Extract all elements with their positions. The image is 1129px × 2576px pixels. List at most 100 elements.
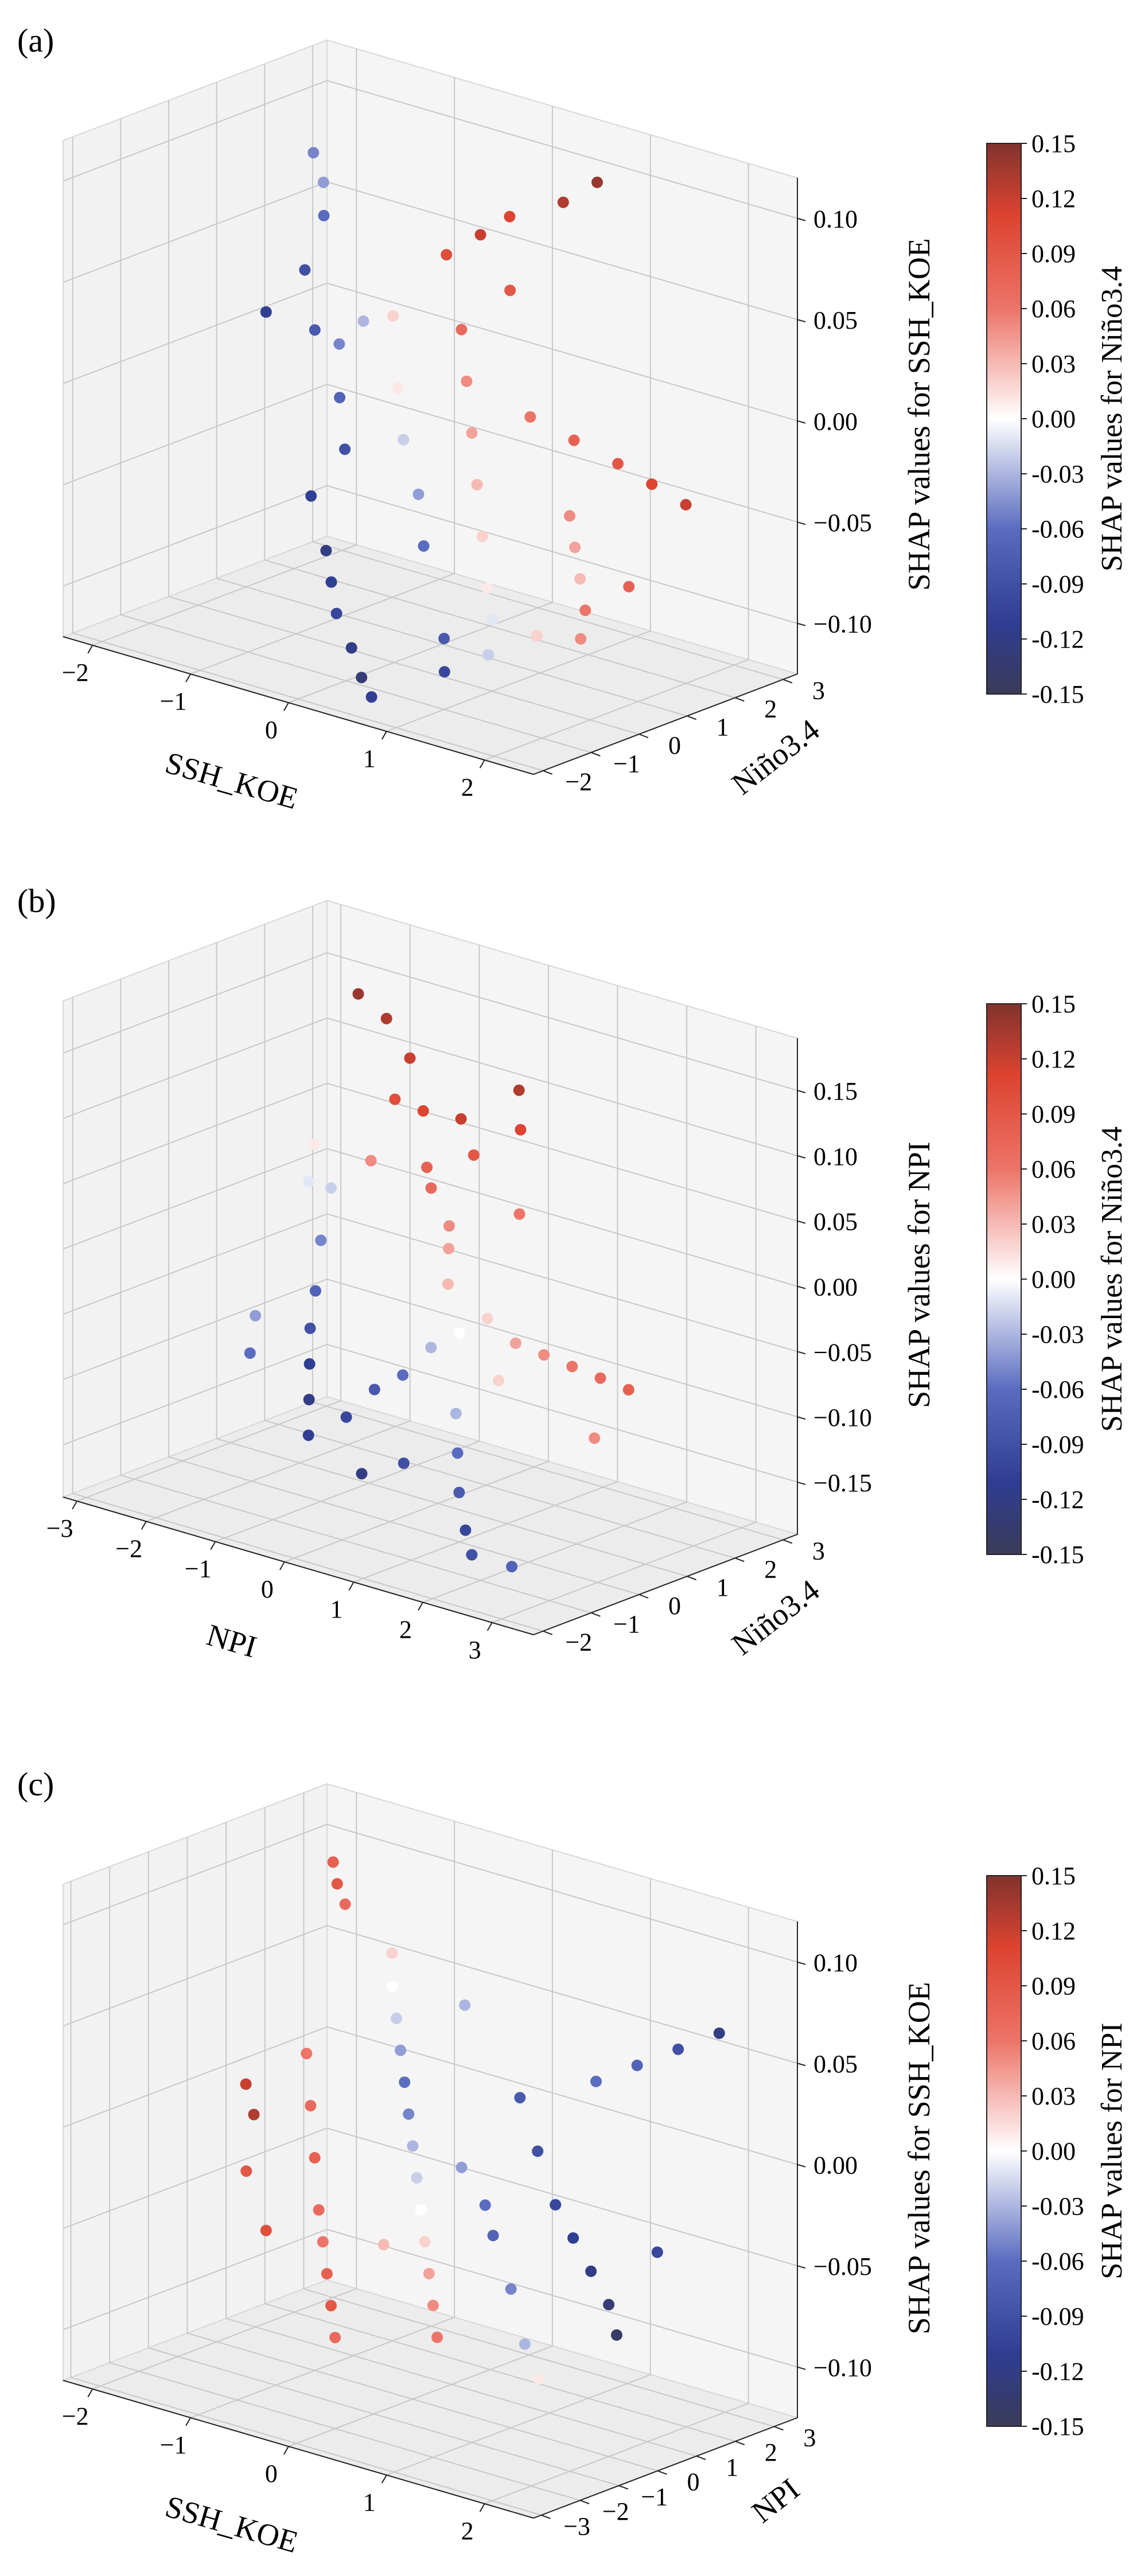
scatter-point [399, 2076, 411, 2088]
z-gridline [63, 2127, 798, 2267]
scatter-point [303, 1176, 315, 1187]
colorbar-tick-label: -0.06 [1031, 2247, 1084, 2275]
x-axis-label: SSH_KOE [162, 2489, 302, 2559]
x-tick-label: −2 [62, 658, 89, 687]
x-gridline [146, 925, 411, 1522]
scatter-point [481, 1312, 493, 1324]
z-tick-mark [797, 1155, 806, 1159]
scatter-point [506, 1561, 518, 1573]
x-tick-label: 1 [363, 2488, 376, 2516]
colorbar-tick-label: -0.15 [1031, 680, 1084, 708]
y-tick-label: −1 [613, 1610, 640, 1638]
y-tick-mark [734, 697, 745, 702]
scatter-point [392, 382, 404, 394]
scatter-point [450, 1408, 462, 1420]
colorbar-label: SHAP values for Niño3.4 [1096, 266, 1128, 572]
z-gridline [63, 80, 798, 219]
scatter-point [591, 176, 603, 188]
y-tick-label: −2 [565, 1628, 592, 1657]
y-tick-mark [735, 2441, 745, 2446]
x-tick-label: 3 [469, 1636, 481, 1664]
x-tick-label: 2 [461, 773, 474, 801]
z-gridline [63, 2228, 798, 2368]
x-tick-mark [479, 759, 485, 769]
scatter-point [318, 209, 330, 221]
y-gridline [264, 1807, 736, 2442]
scatter-point [389, 1093, 401, 1105]
panel-label: (a) [17, 22, 54, 59]
z-tick-label: 0.05 [813, 306, 858, 334]
colorbar-tick-label: 0.00 [1031, 2137, 1076, 2165]
scatter-point [398, 1457, 410, 1469]
z-gridline [63, 485, 798, 624]
scatter-point [308, 1138, 320, 1150]
scatter-point [568, 434, 580, 446]
x-tick-mark [479, 2503, 485, 2512]
z-tick-mark [797, 217, 806, 221]
colorbar-tick-label: 0.00 [1031, 1265, 1076, 1293]
scatter-point [357, 315, 369, 327]
colorbar-label: SHAP values for NPI [1096, 2022, 1128, 2279]
z-tick-label: −0.10 [813, 2354, 872, 2382]
scatter-point [585, 2265, 597, 2277]
scatter-point [339, 1898, 351, 1910]
z-gridline [63, 2026, 798, 2165]
scatter-point [417, 1105, 429, 1117]
z-gridline [63, 384, 798, 523]
colorbar-tick-label: 0.06 [1031, 295, 1076, 323]
z-tick-label: −0.10 [813, 610, 872, 638]
y-tick-label: −1 [613, 750, 640, 778]
x-tick-label: 0 [265, 2460, 278, 2488]
scatter-point [438, 666, 450, 678]
scatter-point [476, 531, 488, 543]
z-tick-mark [797, 1481, 806, 1485]
scatter-point [333, 338, 345, 350]
y-gridline [168, 100, 640, 735]
scatter-point [244, 1347, 256, 1359]
scatter-point [468, 1149, 480, 1161]
x-axis-label: SSH_KOE [162, 745, 302, 816]
y-tick-mark [687, 1576, 696, 1581]
y-axis-label: Niño3.4 [725, 1573, 826, 1662]
scatter-point [260, 306, 272, 318]
scatter-point [415, 2204, 427, 2216]
y-gridline [264, 924, 735, 1559]
y-tick-label: 1 [717, 713, 729, 741]
z-tick-mark [797, 1220, 806, 1224]
x-gridline [353, 985, 618, 1583]
x-axis-line [63, 1497, 534, 1635]
y-tick-label: 2 [764, 695, 777, 723]
scatter-point [240, 2078, 252, 2090]
y-tick-label: 1 [717, 1573, 729, 1601]
x-tick-mark [210, 1541, 216, 1550]
scatter-point [248, 2109, 260, 2121]
scatter-point [329, 2332, 341, 2344]
z-tick-label: 0.00 [813, 408, 858, 436]
colorbar-tick-label: -0.06 [1031, 1375, 1084, 1404]
y-tick-label: 0 [687, 2468, 699, 2496]
z-axis-label: SHAP values for NPI [902, 1141, 936, 1408]
scatter-point [425, 1182, 437, 1194]
scatter-point [459, 1999, 471, 2011]
x-tick-mark [87, 645, 94, 654]
x-tick-label: −1 [160, 2431, 187, 2459]
scatter-point [305, 2100, 317, 2111]
z-tick-label: −0.05 [813, 509, 872, 537]
panel-a: −2 −1 0 1 2 −2 −1 0 1 2 3 −0.10 −0.05 0.00 0.05 0.10 SSH… [17, 22, 1128, 816]
x-gridline [92, 49, 357, 646]
colorbar-tick-label: -0.09 [1031, 570, 1084, 598]
x-tick-label: −2 [62, 2402, 89, 2430]
y-tick-mark [618, 2485, 629, 2490]
z-tick-mark [797, 319, 806, 323]
scatter-point [313, 2204, 325, 2216]
y-tick-label: −1 [641, 2483, 668, 2511]
scatter-point [575, 633, 587, 645]
scatter-point [334, 392, 346, 404]
z-tick-mark [797, 2265, 806, 2269]
scatter-point [610, 2329, 622, 2341]
colorbar-tick-label: 0.00 [1031, 405, 1076, 433]
scatter-point [564, 510, 575, 522]
scatter-point [310, 1285, 321, 1297]
scatter-point [325, 1182, 337, 1194]
scatter-point [320, 544, 332, 556]
